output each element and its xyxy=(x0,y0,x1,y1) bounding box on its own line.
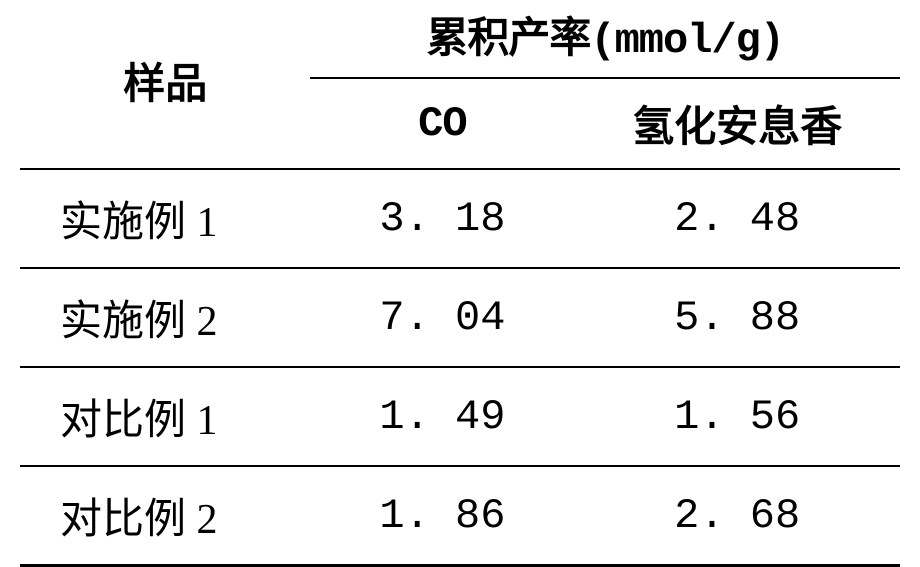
table-header-row-1: 样品 累积产率(mmol/g) xyxy=(20,0,900,78)
sample-header: 样品 xyxy=(20,0,310,169)
sample-cell: 实施例 1 xyxy=(20,169,310,268)
table-row: 对比例 2 1. 86 2. 68 xyxy=(20,466,900,566)
co-cell: 3. 18 xyxy=(310,169,574,268)
data-table-container: 样品 累积产率(mmol/g) CO 氢化安息香 实施例 1 3. 18 2. … xyxy=(20,0,900,567)
table-row: 实施例 2 7. 04 5. 88 xyxy=(20,268,900,367)
hydrobenzoin-cell: 2. 48 xyxy=(574,169,900,268)
table-row: 实施例 1 3. 18 2. 48 xyxy=(20,169,900,268)
yield-data-table: 样品 累积产率(mmol/g) CO 氢化安息香 实施例 1 3. 18 2. … xyxy=(20,0,900,567)
co-cell: 7. 04 xyxy=(310,268,574,367)
co-header: CO xyxy=(310,78,574,169)
hydrobenzoin-cell: 5. 88 xyxy=(574,268,900,367)
co-cell: 1. 86 xyxy=(310,466,574,566)
cumulative-yield-header: 累积产率(mmol/g) xyxy=(310,0,900,78)
hydrobenzoin-header: 氢化安息香 xyxy=(574,78,900,169)
sample-cell: 对比例 2 xyxy=(20,466,310,566)
hydrobenzoin-cell: 1. 56 xyxy=(574,367,900,466)
sample-cell: 实施例 2 xyxy=(20,268,310,367)
table-row: 对比例 1 1. 49 1. 56 xyxy=(20,367,900,466)
sample-cell: 对比例 1 xyxy=(20,367,310,466)
co-cell: 1. 49 xyxy=(310,367,574,466)
hydrobenzoin-cell: 2. 68 xyxy=(574,466,900,566)
